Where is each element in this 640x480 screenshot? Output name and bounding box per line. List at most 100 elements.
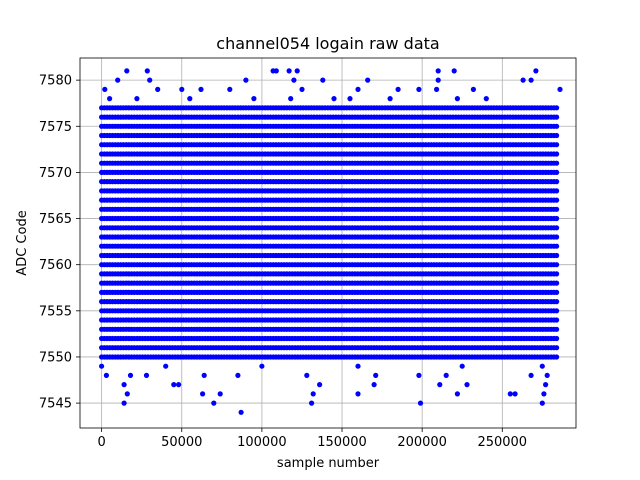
- data-point: [127, 372, 134, 378]
- data-point: [554, 289, 560, 295]
- data-point: [459, 363, 465, 369]
- data-point: [198, 86, 204, 92]
- y-tick-label: 7565: [39, 212, 72, 227]
- data-point: [102, 86, 108, 92]
- data-point: [103, 372, 109, 378]
- data-point: [554, 206, 560, 212]
- data-point: [155, 86, 161, 92]
- data-point: [299, 86, 305, 92]
- data-point: [355, 363, 361, 369]
- data-point: [355, 86, 361, 92]
- data-point: [179, 86, 185, 92]
- x-axis-ticks: 0 50000 100000 150000 200000 250000: [97, 428, 527, 450]
- y-axis-label: ADC Code: [15, 210, 30, 275]
- x-tick-label: 100000: [237, 435, 287, 450]
- data-point: [309, 400, 315, 406]
- data-point: [554, 308, 560, 314]
- data-point: [512, 391, 518, 397]
- data-point: [554, 326, 560, 332]
- data-point: [416, 86, 422, 92]
- data-point: [554, 243, 560, 249]
- y-tick-label: 7570: [39, 166, 72, 181]
- data-point: [443, 372, 449, 378]
- data-point: [434, 86, 440, 92]
- data-point: [554, 225, 560, 231]
- data-point: [217, 391, 223, 397]
- data-point: [554, 234, 560, 240]
- y-tick-label: 7555: [39, 304, 72, 319]
- data-point: [554, 114, 560, 120]
- data-point: [554, 252, 560, 259]
- data-point: [251, 96, 257, 102]
- data-point: [294, 68, 300, 74]
- x-tick-label: 200000: [397, 435, 447, 450]
- data-point: [464, 382, 470, 388]
- data-point: [554, 345, 560, 351]
- data-point: [304, 372, 310, 378]
- data-point: [554, 188, 560, 194]
- data-point: [417, 400, 424, 406]
- data-point: [171, 382, 177, 388]
- data-point: [163, 363, 169, 369]
- data-point: [291, 77, 297, 83]
- data-point: [373, 372, 379, 378]
- data-point: [355, 391, 361, 397]
- data-point: [121, 400, 127, 406]
- data-point: [554, 215, 560, 222]
- data-point: [310, 391, 316, 397]
- y-tick-label: 7560: [39, 258, 72, 273]
- x-tick-label: 50000: [161, 435, 202, 450]
- data-point: [533, 68, 539, 74]
- data-point: [259, 363, 265, 369]
- data-point: [144, 68, 150, 74]
- data-point: [528, 372, 534, 378]
- data-point: [554, 335, 560, 342]
- data-point: [528, 77, 534, 83]
- data-point: [331, 96, 337, 102]
- data-point: [99, 363, 105, 369]
- data-point: [176, 382, 182, 388]
- axes-frame: [79, 57, 577, 429]
- data-point: [554, 354, 560, 360]
- y-tick-label: 7545: [39, 397, 72, 412]
- data-point: [539, 400, 545, 406]
- data-point: [365, 77, 371, 83]
- data-point: [286, 68, 292, 74]
- data-point: [124, 68, 130, 74]
- data-point: [200, 391, 206, 397]
- data-point: [554, 179, 560, 185]
- data-point: [273, 68, 279, 74]
- data-point: [238, 409, 244, 415]
- data-point: [211, 400, 217, 406]
- data-point: [554, 132, 560, 139]
- data-point: [554, 142, 560, 148]
- data-point: [387, 96, 393, 102]
- y-tick-label: 7550: [39, 350, 72, 365]
- data-points: [99, 68, 563, 415]
- data-point: [107, 96, 113, 102]
- data-point: [520, 77, 526, 83]
- data-point: [134, 96, 140, 102]
- x-tick-label: 250000: [477, 435, 527, 450]
- data-point: [507, 391, 513, 397]
- data-point: [451, 68, 457, 74]
- data-point: [554, 160, 560, 166]
- data-point: [543, 382, 549, 388]
- data-point: [554, 280, 560, 286]
- data-point: [395, 86, 401, 92]
- data-point: [554, 151, 560, 157]
- data-point: [454, 96, 460, 102]
- data-point: [554, 169, 560, 175]
- data-point: [435, 68, 441, 74]
- data-point: [143, 372, 150, 378]
- data-point: [243, 77, 249, 83]
- y-tick-label: 7580: [39, 74, 72, 89]
- data-point: [554, 271, 560, 277]
- data-point: [554, 299, 560, 305]
- data-point: [554, 123, 560, 129]
- data-point: [554, 317, 560, 323]
- grid-lines: [80, 58, 576, 428]
